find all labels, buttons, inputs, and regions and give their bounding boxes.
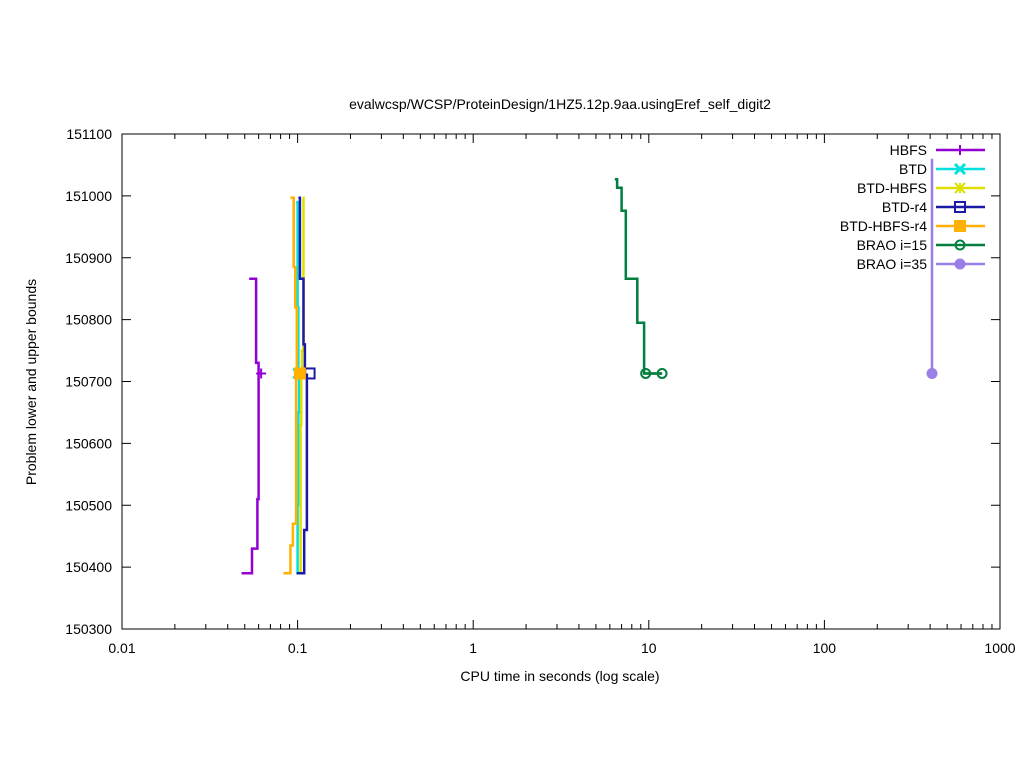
legend-item: BRAO i=35 bbox=[857, 256, 985, 272]
x-tick-label: 0.1 bbox=[288, 640, 308, 656]
legend-label: BTD-HBFS-r4 bbox=[840, 218, 927, 234]
y-axis: 150300 150400 150500 150600 150700 150800 1509… bbox=[65, 126, 1000, 637]
y-tick-label: 150900 bbox=[65, 250, 112, 266]
legend-item: BTD bbox=[899, 161, 985, 177]
x-tick-label: 1000 bbox=[984, 640, 1015, 656]
series-line-lower bbox=[241, 373, 260, 575]
series-hbfs bbox=[241, 277, 267, 575]
series-line-upper bbox=[300, 196, 305, 374]
series-marker bbox=[656, 367, 668, 379]
series-line-upper bbox=[614, 177, 663, 375]
legend-label: BRAO i=35 bbox=[857, 256, 928, 272]
series-line-upper bbox=[298, 196, 307, 374]
x-tick-label: 100 bbox=[813, 640, 837, 656]
x-axis-label: CPU time in seconds (log scale) bbox=[460, 668, 659, 684]
series-marker bbox=[954, 182, 966, 194]
y-tick-label: 150700 bbox=[65, 374, 112, 390]
legend: HBFS BTD BTD-HBFS BTD-r4 BTD-HBFS-r4 BRAO i=1… bbox=[840, 142, 985, 272]
legend-item: BTD-r4 bbox=[882, 199, 985, 215]
x-axis: 0.01 0.1 1 10 100 1000 bbox=[108, 134, 1016, 656]
y-tick-label: 150400 bbox=[65, 559, 112, 575]
series-marker bbox=[955, 145, 965, 155]
series-line-lower bbox=[283, 373, 298, 575]
y-tick-label: 150600 bbox=[65, 435, 112, 451]
x-tick-label: 0.01 bbox=[108, 640, 135, 656]
series-marker bbox=[954, 220, 966, 232]
legend-label: BTD-r4 bbox=[882, 199, 927, 215]
series-brao-i-15 bbox=[614, 177, 668, 379]
series-marker bbox=[953, 162, 967, 176]
series-marker bbox=[293, 367, 306, 380]
series-layer bbox=[241, 158, 938, 575]
chart-title: evalwcsp/WCSP/ProteinDesign/1HZ5.12p.9aa… bbox=[349, 96, 771, 112]
x-tick-label: 10 bbox=[641, 640, 657, 656]
y-tick-label: 150800 bbox=[65, 312, 112, 328]
legend-label: BTD-HBFS bbox=[857, 180, 927, 196]
series-btd-hbfs-r4 bbox=[283, 196, 306, 575]
series-marker bbox=[954, 258, 966, 270]
series-line-lower bbox=[296, 373, 309, 575]
legend-label: BTD bbox=[899, 161, 927, 177]
y-tick-label: 151000 bbox=[65, 188, 112, 204]
y-tick-label: 151100 bbox=[66, 126, 112, 142]
series-line-upper bbox=[249, 277, 260, 374]
series-line-upper bbox=[290, 196, 299, 374]
series-brao-i-35 bbox=[926, 158, 938, 379]
series-marker bbox=[926, 367, 938, 379]
legend-item: BTD-HBFS bbox=[857, 180, 985, 196]
y-tick-label: 150300 bbox=[65, 621, 112, 637]
legend-label: HBFS bbox=[890, 142, 927, 158]
y-tick-label: 150500 bbox=[65, 497, 112, 513]
y-axis-label: Problem lower and upper bounds bbox=[23, 279, 39, 485]
plot-area bbox=[121, 133, 1001, 630]
legend-item: BRAO i=15 bbox=[857, 237, 985, 253]
legend-item: BTD-HBFS-r4 bbox=[840, 218, 985, 234]
series-marker bbox=[954, 201, 966, 213]
series-marker bbox=[640, 367, 652, 379]
legend-label: BRAO i=15 bbox=[857, 237, 928, 253]
legend-item: HBFS bbox=[890, 142, 985, 158]
series-marker bbox=[954, 239, 966, 251]
series-marker bbox=[256, 368, 267, 379]
x-tick-label: 1 bbox=[469, 640, 477, 656]
